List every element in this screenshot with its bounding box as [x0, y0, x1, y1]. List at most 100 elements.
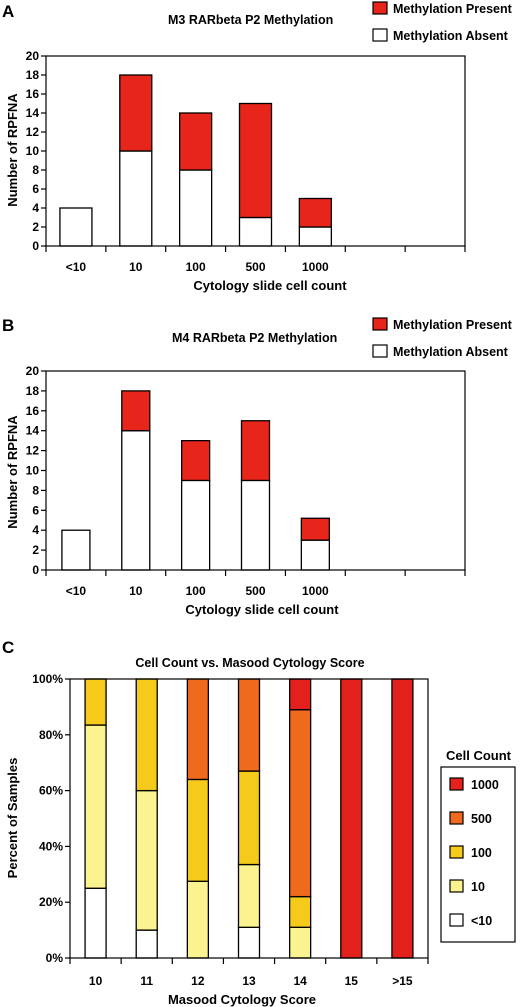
legend-swatch-c: [449, 845, 464, 859]
x-tick-label-b: 100: [186, 584, 206, 598]
y-axis-label-c: Percent of Samples: [5, 758, 20, 879]
y-tick-label-a: 8: [32, 163, 39, 177]
bar-segment-b-1000-s0: [300, 539, 331, 571]
x-tick-label-a: 100: [186, 260, 206, 274]
y-tick-label-a: 10: [26, 144, 40, 158]
x-tick-label-c: 15: [345, 974, 359, 988]
y-tick-label-a: 18: [26, 68, 40, 82]
x-axis-label-b: Cytology slide cell count: [185, 602, 339, 617]
legend-label-c: 10: [471, 880, 485, 894]
y-tick-label-c: 20%: [39, 895, 63, 909]
legend-swatch-c: [449, 811, 464, 825]
plot-frame-a: [45, 55, 466, 247]
legend-label-absent-a: Methylation Absent: [393, 29, 509, 43]
bar-segment-c-10-s0: [84, 887, 107, 959]
bar-segment-c-11-s0: [135, 929, 158, 959]
y-tick-label-b: 8: [32, 483, 39, 497]
legend-b: Methylation Present Methylation Absent: [372, 317, 513, 359]
bar-segment-c-12-s2: [186, 778, 210, 882]
bar-segment-c-10-s2: [84, 678, 107, 726]
y-ticks-c: 0% 20% 40% 60% 80% 100%: [32, 672, 70, 965]
y-tick-label-b: 2: [32, 543, 39, 557]
bar-segment-a-10-s0: [59, 207, 93, 247]
bar-segment-b-10-s0: [61, 529, 91, 571]
bar-segment-b-100-s0: [180, 479, 211, 571]
panel-b: B M4 RARbeta P2 Methylation Methylation …: [2, 316, 513, 617]
legend-swatch-present-a: [372, 1, 388, 15]
x-tick-label-b: 1000: [302, 584, 329, 598]
legend-box-c: [440, 766, 516, 943]
y-tick-label-b: 16: [26, 404, 40, 418]
chart-title-c: Cell Count vs. Masood Cytology Score: [135, 656, 364, 670]
x-tick-label-b: 500: [245, 584, 265, 598]
legend-swatch-c: [449, 913, 464, 927]
y-tick-label-a: 20: [26, 49, 40, 63]
y-tick-label-a: 6: [32, 182, 39, 196]
legend-label-c: 500: [471, 812, 492, 826]
x-tick-label-c: 14: [293, 974, 307, 988]
bar-segment-c-13-s0: [237, 926, 261, 959]
y-tick-label-a: 4: [32, 201, 39, 215]
bar-segment-b-500-s0: [240, 479, 271, 571]
x-tick-label-a: <10: [66, 260, 87, 274]
legend-swatch-absent-a: [372, 28, 388, 42]
panel-letter-b: B: [2, 316, 14, 335]
y-tick-label-b: 18: [26, 384, 40, 398]
x-tick-label-c: >15: [392, 974, 413, 988]
plot-frame-b: [45, 370, 466, 571]
legend-label-c: 1000: [471, 778, 499, 792]
y-axis-label-b: Number of RPFNA: [5, 415, 20, 529]
y-tick-label-a: 14: [26, 106, 40, 120]
x-tick-label-b: 10: [129, 584, 143, 598]
chart-title-b: M4 RARbeta P2 Methylation: [172, 331, 337, 345]
x-ticks-b: <10 10 100 500 1000: [45, 570, 466, 598]
bars-a: [59, 74, 333, 247]
legend-swatch-c: [449, 777, 464, 791]
panel-letter-c: C: [2, 638, 14, 657]
x-tick-label-c: 13: [242, 974, 256, 988]
bar-segment-c-11-s2: [135, 678, 158, 792]
y-ticks-a: 0 2 4 6 8 10 12 14 16 18 20: [26, 49, 46, 253]
y-tick-label-c: 0%: [46, 951, 64, 965]
bar-segment-a-100-s1: [178, 112, 213, 171]
legend-label-c: <10: [471, 914, 492, 928]
bar-segment-b-500-s1: [240, 420, 271, 482]
bar-segment-a-1000-s0: [298, 226, 333, 247]
legend-title-c: Cell Count: [446, 748, 512, 763]
panel-a: A M3 RARbeta P2 Methylation Methylation …: [2, 1, 513, 293]
chart-title-a: M3 RARbeta P2 Methylation: [168, 13, 333, 27]
bar-segment-c-14-s3: [288, 709, 312, 898]
y-tick-label-a: 0: [32, 239, 39, 253]
x-axis-label-c: Masood Cytology Score: [168, 992, 316, 1007]
bar-segment-a-100-s0: [178, 169, 213, 247]
bar-segment-c-10-s1: [84, 724, 107, 889]
bar-segment-c-11-s1: [135, 789, 158, 931]
bar-segment-a-500-s1: [238, 102, 273, 219]
x-axis-label-a: Cytology slide cell count: [193, 278, 347, 293]
x-tick-label-a: 10: [129, 260, 143, 274]
bar-segment-a-10-s0: [119, 150, 153, 247]
x-tick-label-a: 1000: [302, 260, 329, 274]
y-axis-label-a: Number of RPFNA: [5, 93, 20, 207]
x-tick-label-a: 500: [245, 260, 265, 274]
bar-segment-c-15-s4: [340, 678, 363, 959]
plot-frame-c: [69, 678, 429, 959]
bar-segment-c-15-s4: [391, 678, 414, 959]
legend-label-present-b: Methylation Present: [393, 318, 513, 332]
y-tick-label-a: 12: [26, 125, 40, 139]
bar-segment-b-1000-s1: [300, 517, 331, 541]
bar-segment-c-14-s4: [288, 678, 312, 711]
y-tick-label-c: 80%: [39, 728, 63, 742]
legend-a: Methylation Present Methylation Absent: [372, 1, 513, 43]
legend-swatch-c: [449, 879, 464, 893]
bar-segment-a-1000-s1: [298, 197, 333, 228]
bar-segment-b-10-s1: [121, 390, 151, 432]
x-ticks-c: 10 11 12 13 14 15 >15: [69, 958, 429, 988]
bar-segment-c-12-s1: [186, 880, 210, 959]
bars-b: [61, 390, 331, 571]
bar-segment-c-14-s1: [288, 926, 312, 959]
y-tick-label-c: 60%: [39, 784, 63, 798]
y-tick-label-b: 10: [26, 464, 40, 478]
bar-segment-c-14-s2: [288, 895, 312, 928]
